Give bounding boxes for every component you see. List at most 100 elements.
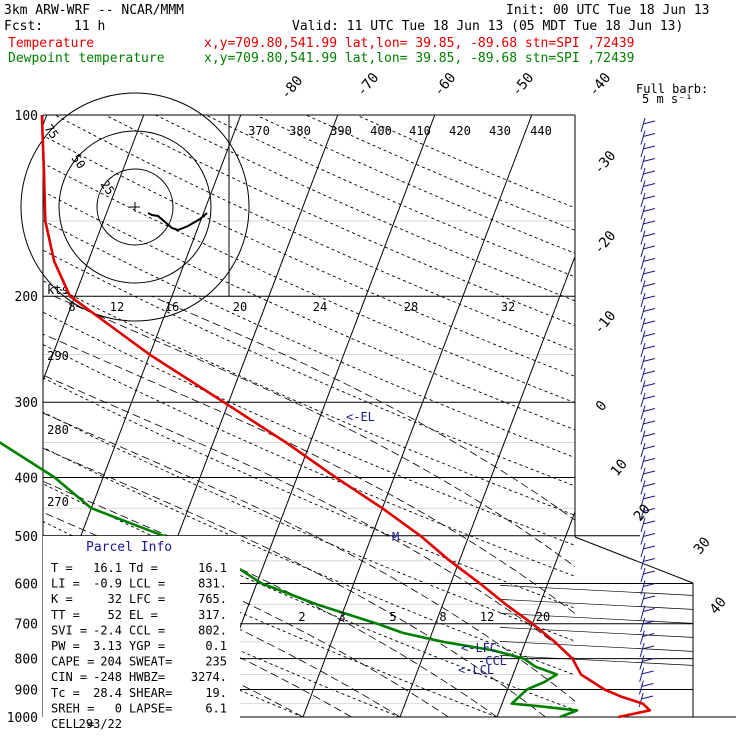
wind-barb — [641, 531, 645, 545]
hodograph-ring-label: 75 — [42, 122, 62, 142]
parcel-info-cell: 204 — [100, 655, 122, 669]
pressure-label-300: 300 — [15, 396, 38, 411]
wind-barb — [641, 231, 645, 245]
barb-legend: Full barb: 5 m s⁻¹ — [636, 82, 708, 106]
isotherm-label: 30 — [691, 534, 714, 557]
parcel-info-cell: TT = — [51, 608, 80, 622]
parcel-info-cell: 16.1 — [198, 561, 227, 575]
wind-barb-flag — [643, 334, 655, 337]
parcel-marker: M — [392, 530, 399, 544]
wind-barb — [641, 218, 645, 232]
mixing-ratio-label: 5 — [389, 610, 396, 624]
header: 3km ARW-WRF -- NCAR/MMM Init: 00 UTC Tue… — [4, 3, 710, 66]
mixing-ratio-label: 8 — [439, 610, 446, 624]
wind-barb-flag — [643, 409, 655, 412]
wind-barb — [640, 631, 644, 645]
wind-barb — [641, 481, 645, 495]
theta-label: 270 — [47, 495, 69, 509]
wind-barb — [641, 606, 645, 620]
mixing-ratio-label: 20 — [536, 610, 550, 624]
wind-barb — [641, 206, 645, 220]
wind-barb-flag — [643, 296, 655, 299]
isotherm-label: -20 — [591, 228, 620, 258]
parcel-info-cell: PW = — [51, 639, 80, 653]
parcel-info-cell: EL = — [129, 608, 158, 622]
parcel-info-cell: YGP = — [129, 639, 165, 653]
wind-barb-flag — [643, 609, 655, 612]
isotherm-label: 0 — [593, 398, 611, 415]
wind-barb-flag — [643, 159, 655, 162]
pressure-label-900: 900 — [15, 683, 38, 698]
parcel-info-cell: LCL = — [129, 577, 165, 591]
theta-label: 390 — [330, 124, 352, 138]
pressure-label-400: 400 — [15, 471, 38, 486]
parcel-info-cell: 3.13 — [93, 639, 122, 653]
parcel-info-cell: 6.1 — [205, 701, 227, 715]
parcel-info-cell: -0.9 — [93, 577, 122, 591]
ccl-marker: -CCL — [478, 654, 507, 668]
pressure-label-1000: 1000 — [7, 711, 38, 726]
wind-speed-label: 16 — [165, 300, 179, 314]
hodograph-ring-label: 50 — [69, 152, 89, 172]
isotherm — [206, 115, 435, 717]
wind-barb — [641, 268, 645, 282]
parcel-info-cell: 3274. — [191, 670, 227, 684]
temperature-meta: x,y=709.80,541.99 lat,lon= 39.85, -89.68… — [204, 36, 634, 51]
wind-barb — [641, 306, 645, 320]
wind-barb-flag — [643, 396, 655, 399]
wind-barb-flag — [643, 171, 655, 174]
parcel-info-cell: K = — [51, 592, 73, 606]
wind-barb — [641, 118, 645, 132]
parcel-info-cell: LAPSE= — [129, 701, 172, 715]
wind-barb-flag — [643, 209, 655, 212]
frame-diagonal — [575, 537, 693, 583]
wind-barb-flag — [643, 559, 655, 562]
isotherm-label: -80 — [278, 73, 307, 103]
parcel-info-cell: 317. — [198, 608, 227, 622]
wind-barb — [641, 181, 645, 195]
parcel-info-cell: 32 — [108, 592, 122, 606]
theta-label: 290 — [47, 349, 69, 363]
wind-barb — [641, 293, 645, 307]
wind-barb-flag — [643, 309, 655, 312]
parcel-info-cell: HWBZ= — [129, 670, 165, 684]
wind-barb — [640, 643, 644, 657]
theta-label: 400 — [370, 124, 392, 138]
wind-barb-flag — [643, 259, 655, 262]
wind-barb — [641, 131, 645, 145]
wind-barb-flag — [643, 571, 655, 574]
wind-barb-flag — [643, 471, 655, 474]
parcel-info-cell: 52 — [108, 608, 122, 622]
theta-label: 440 — [530, 124, 552, 138]
parcel-info-title: Parcel Info — [86, 540, 172, 555]
isotherm-label: -10 — [591, 308, 620, 338]
wind-speed-label: 28 — [404, 300, 418, 314]
wind-barb-flag — [643, 359, 655, 362]
barb-legend-line2: 5 m s⁻¹ — [642, 92, 693, 106]
isotherm-label: -60 — [431, 70, 460, 100]
valid-time: Valid: 11 UTC Tue 18 Jun 13 (05 MDT Tue … — [292, 19, 683, 34]
parcel-info-cell: 235 — [205, 655, 227, 669]
parcel-info-cell: 16.1 — [93, 561, 122, 575]
theta-label: 410 — [409, 124, 431, 138]
wind-barb-flag — [643, 496, 655, 499]
wind-barb — [641, 368, 645, 382]
wind-barb — [641, 356, 645, 370]
dewpoint-meta: x,y=709.80,541.99 lat,lon= 39.85, -89.68… — [204, 51, 634, 66]
mixing-ratio-label: 12 — [480, 610, 494, 624]
wind-barb-flag — [643, 234, 655, 237]
temperature-legend: Temperature — [8, 36, 94, 51]
wind-barb — [641, 456, 645, 470]
wind-barb — [641, 143, 645, 157]
wind-barb-flag — [643, 534, 655, 537]
wind-barb — [641, 406, 645, 420]
wind-barb-flag — [641, 696, 653, 699]
isotherm — [497, 115, 726, 717]
wind-barb-flag — [643, 221, 655, 224]
wind-barb-flag — [642, 671, 654, 674]
wind-barb-flag — [643, 284, 655, 287]
pressure-label-800: 800 — [15, 653, 38, 668]
parcel-info-cell: 765. — [198, 592, 227, 606]
